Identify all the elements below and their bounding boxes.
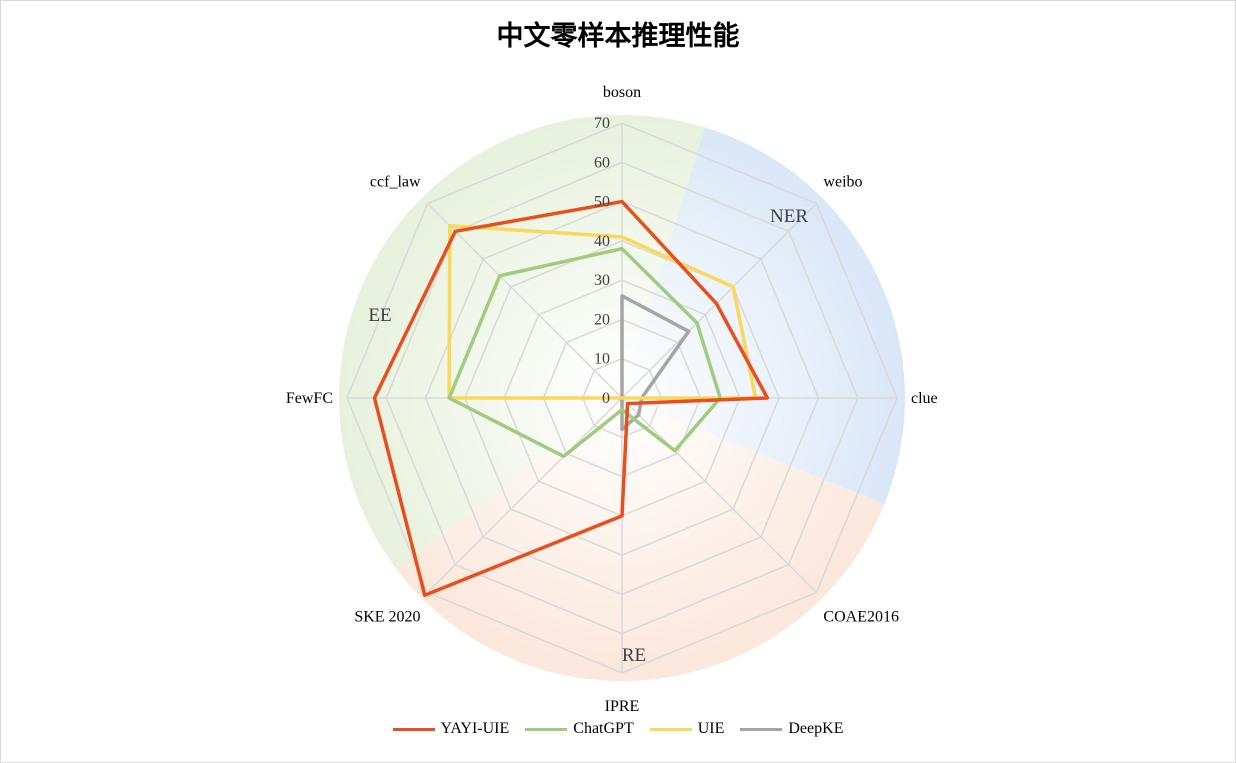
legend-item: UIE xyxy=(649,720,725,738)
series-yayi-uie xyxy=(372,199,770,597)
tick-label: 0 xyxy=(602,390,610,407)
grid-spoke xyxy=(427,397,623,593)
group-label-ner: NER xyxy=(770,206,808,227)
tick-label: 10 xyxy=(594,351,610,368)
legend-item: ChatGPT xyxy=(525,720,634,738)
legend-swatch xyxy=(392,727,435,731)
category-label: ccf_law xyxy=(370,174,421,191)
category-label: FewFC xyxy=(286,390,333,407)
grid-spoke xyxy=(621,397,817,593)
category-label: clue xyxy=(911,390,938,407)
legend-item: DeepKE xyxy=(740,720,843,738)
legend-label: ChatGPT xyxy=(573,720,634,737)
tick-label: 40 xyxy=(594,233,610,250)
legend: YAYI-UIE ChatGPT UIE DeepKE xyxy=(0,720,1236,738)
legend-swatch xyxy=(740,727,783,731)
tick-label: 20 xyxy=(594,311,610,328)
category-label: IPRE xyxy=(605,698,640,715)
category-label: SKE 2020 xyxy=(354,608,420,625)
tick-label: 30 xyxy=(594,272,610,289)
tick-label: 70 xyxy=(594,115,610,132)
grid-spoke xyxy=(427,203,623,399)
legend-label: UIE xyxy=(697,720,725,737)
legend-swatch xyxy=(649,727,692,731)
ee-sector xyxy=(339,114,705,569)
series-chatgpt xyxy=(447,246,722,459)
re-sector xyxy=(395,398,885,681)
series-uie xyxy=(447,224,758,400)
grid-spoke xyxy=(621,203,817,399)
chart-title: 中文零样本推理性能 xyxy=(496,21,740,52)
legend-label: DeepKE xyxy=(788,720,844,737)
ner-sector xyxy=(622,127,905,505)
tick-label: 60 xyxy=(594,154,610,171)
group-label-ee: EE xyxy=(368,305,391,326)
group-label-re: RE xyxy=(622,645,646,666)
category-label: weibo xyxy=(823,174,862,191)
tick-label: 50 xyxy=(594,194,610,211)
category-label: COAE2016 xyxy=(823,608,899,625)
category-label: boson xyxy=(603,84,641,101)
legend-label: YAYI-UIE xyxy=(440,720,510,737)
legend-swatch xyxy=(525,727,568,731)
legend-item: YAYI-UIE xyxy=(392,720,510,738)
